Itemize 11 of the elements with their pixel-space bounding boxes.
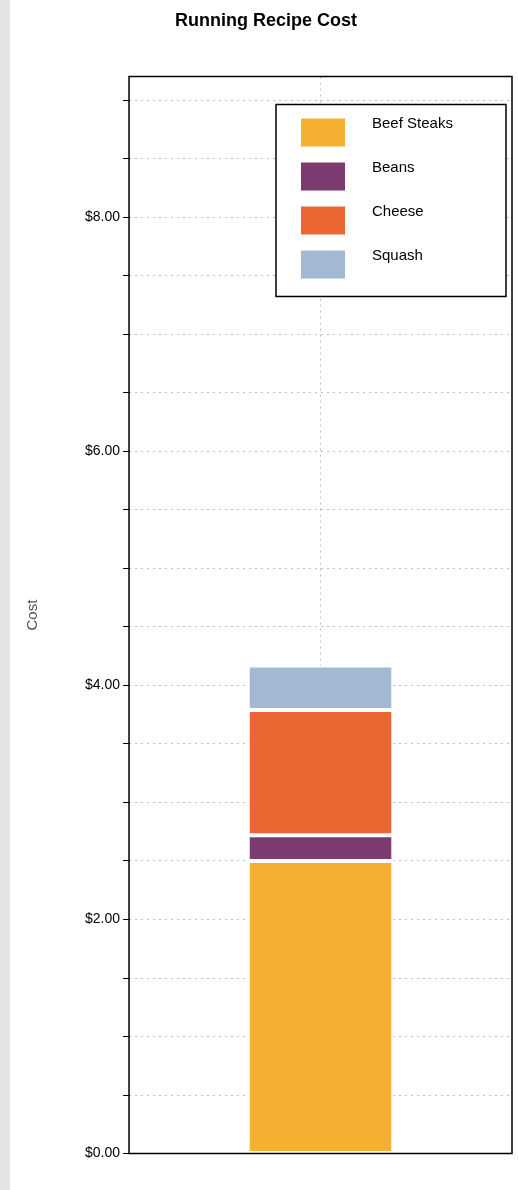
y-tick-label: $8.00: [84, 207, 121, 224]
y-axis-title: Cost: [23, 598, 41, 631]
y-tick-label: $4.00: [84, 676, 121, 693]
legend-label: Cheese: [372, 202, 424, 220]
legend-label: Beans: [372, 158, 415, 176]
y-tick-label: $2.00: [84, 910, 121, 927]
legend-label: Squash: [372, 246, 423, 264]
y-tick-label: $0.00: [84, 1144, 121, 1161]
legend-label: Beef Steaks: [372, 114, 453, 132]
chart-title: Running Recipe Cost: [174, 9, 358, 30]
y-tick-label: $6.00: [84, 442, 121, 459]
